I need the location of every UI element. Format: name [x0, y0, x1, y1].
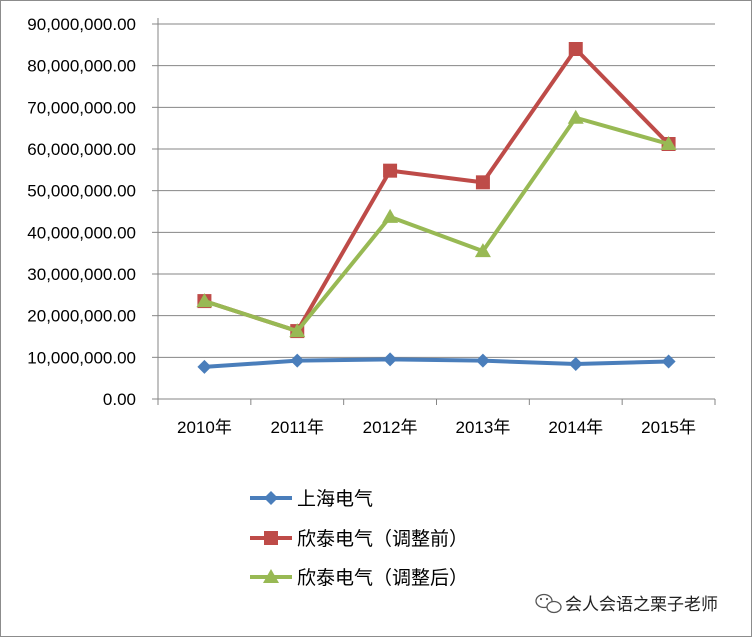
data-point	[383, 352, 398, 367]
y-tick-label: 60,000,000.00	[27, 140, 136, 159]
data-point	[661, 354, 676, 369]
x-axis-tick-labels: 2010年 2011年 2012年 2013年 2014年 2015年	[177, 418, 696, 437]
series-line	[202, 357, 671, 369]
data-point	[197, 359, 212, 374]
x-tick-label: 2010年	[177, 418, 232, 437]
watermark: 会人会语之栗子老师	[535, 593, 718, 615]
series-3	[196, 109, 677, 338]
data-point	[567, 109, 584, 124]
x-tick-label: 2014年	[548, 418, 603, 437]
y-tick-label: 50,000,000.00	[27, 182, 136, 201]
data-point	[289, 323, 306, 338]
x-tick-label: 2013年	[456, 418, 511, 437]
y-tick-label: 0.00	[103, 390, 136, 409]
legend-item-3: 欣泰电气（调整后）	[250, 567, 468, 589]
data-point	[290, 353, 305, 368]
series-line	[202, 47, 671, 334]
x-tick-label: 2015年	[641, 418, 696, 437]
legend-item-1: 上海电气	[250, 488, 373, 510]
axes	[157, 18, 716, 405]
data-point	[568, 357, 583, 371]
series-2	[197, 42, 676, 339]
data-point	[660, 136, 677, 150]
y-tick-label: 70,000,000.00	[27, 98, 136, 117]
y-tick-label: 30,000,000.00	[27, 265, 136, 284]
legend-label: 欣泰电气（调整前）	[297, 528, 468, 550]
y-tick-label: 20,000,000.00	[27, 307, 136, 326]
legend-label: 上海电气	[297, 488, 373, 510]
y-tick-label: 40,000,000.00	[27, 223, 136, 242]
y-tick-label: 10,000,000.00	[27, 348, 136, 367]
data-point	[382, 208, 399, 223]
data-point	[474, 243, 491, 258]
x-tick-label: 2011年	[270, 418, 324, 437]
y-tick-label: 90,000,000.00	[27, 15, 136, 34]
data-point	[475, 353, 490, 368]
y-axis-tick-labels: 0.00 10,000,000.00 20,000,000.00 30,000,000…	[27, 15, 136, 409]
series-line	[202, 115, 671, 334]
data-point	[383, 163, 398, 178]
legend-item-2: 欣泰电气（调整前）	[250, 528, 468, 550]
legend-marker	[263, 569, 279, 583]
x-tick-label: 2012年	[363, 418, 418, 437]
data-point	[475, 175, 490, 190]
wechat-icon	[535, 593, 562, 614]
data-point	[568, 42, 583, 56]
series-group	[196, 42, 677, 374]
data-point	[196, 293, 213, 308]
legend-label: 欣泰电气（调整后）	[297, 567, 468, 589]
series-1	[197, 352, 676, 374]
gridlines	[152, 23, 715, 400]
y-tick-label: 80,000,000.00	[27, 57, 136, 76]
legend-marker	[264, 491, 278, 505]
legend-marker	[264, 531, 278, 545]
watermark-text: 会人会语之栗子老师	[565, 595, 718, 615]
